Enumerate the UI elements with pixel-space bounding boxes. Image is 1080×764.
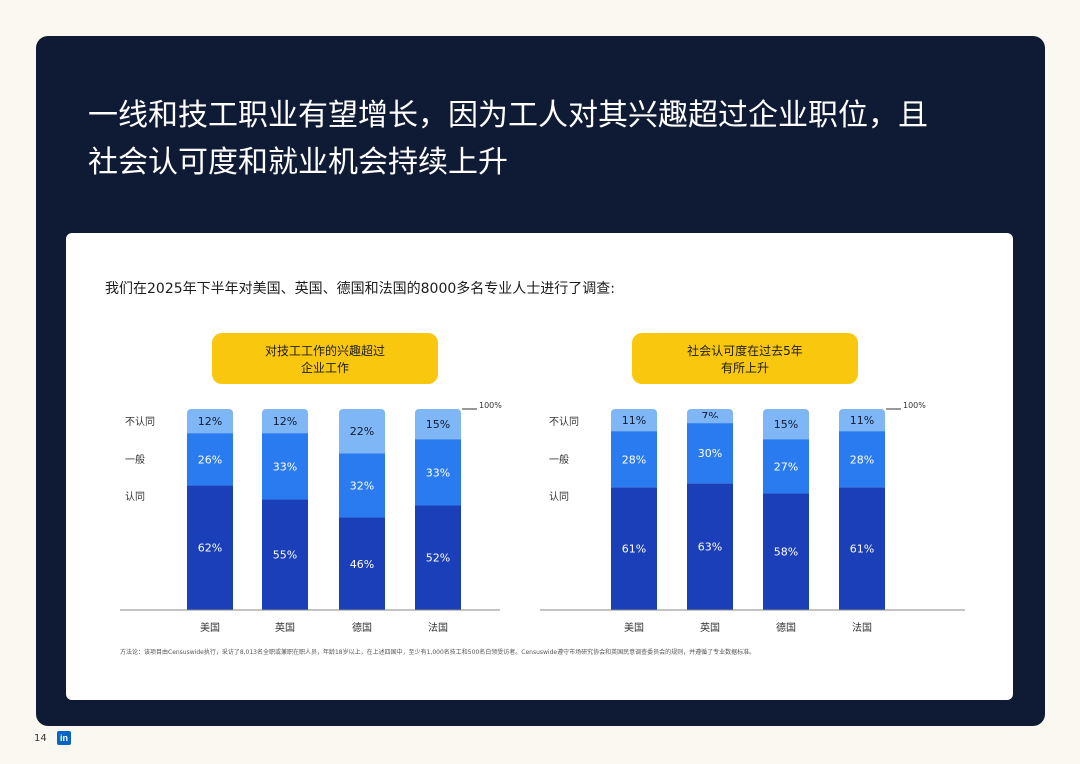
bar-segment-认同	[187, 485, 233, 610]
x-tick-label: 德国	[776, 621, 796, 634]
bar-segment-认同	[262, 499, 308, 610]
data-label: 33%	[426, 466, 450, 479]
methodology-note: 方法论：该项目由Censuswide执行，采访了8,013名全职或兼职在职人员，…	[120, 649, 756, 656]
chart-title-line: 企业工作	[301, 360, 349, 375]
bar-corner-fill	[611, 426, 657, 432]
bar-segment-不认同	[611, 409, 657, 432]
chart-title-line: 有所上升	[721, 361, 769, 375]
data-label: 30%	[698, 447, 722, 460]
series-label-一般: 一般	[125, 453, 145, 466]
bar-corner-fill	[415, 434, 461, 440]
bar-corner-fill	[339, 448, 385, 454]
data-label: 32%	[350, 479, 374, 492]
data-label: 12%	[273, 415, 297, 428]
bar-segment-一般	[687, 423, 733, 484]
data-label: 26%	[198, 453, 222, 466]
bar-segment-一般	[763, 439, 809, 494]
data-label: 28%	[622, 453, 646, 466]
bar-segment-不认同	[415, 409, 461, 440]
x-tick-label: 法国	[428, 621, 448, 634]
bar-segment-认同	[415, 505, 461, 610]
series-label-认同: 认同	[549, 490, 569, 503]
page-headline: 一线和技工职业有望增长，因为工人对其兴趣超过企业职位，且 社会认可度和就业机会持…	[88, 92, 968, 186]
data-label: 12%	[198, 415, 222, 428]
bar-segment-一般	[262, 433, 308, 500]
data-label: 58%	[774, 546, 798, 559]
data-label: 11%	[622, 414, 646, 427]
bar-segment-一般	[187, 433, 233, 486]
bar-segment-不认同	[262, 409, 308, 434]
x-tick-label: 德国	[352, 621, 372, 634]
data-label: 61%	[850, 543, 874, 556]
bar-corner-fill	[187, 428, 233, 434]
data-label: 52%	[426, 552, 450, 565]
bar-segment-一般	[415, 439, 461, 506]
data-label: 55%	[273, 549, 297, 562]
x-tick-label: 法国	[852, 621, 872, 634]
bar-corner-fill	[839, 426, 885, 432]
chart-title-line: 社会认可度在过去5年	[687, 343, 803, 358]
data-label: 11%	[850, 414, 874, 427]
chart-title-line: 对技工工作的兴趣超过	[265, 343, 385, 358]
data-label: 63%	[698, 541, 722, 554]
data-label: 22%	[350, 425, 374, 438]
bar-segment-认同	[611, 487, 657, 610]
chart-title-badge	[632, 333, 858, 384]
bar-segment-不认同	[763, 409, 809, 440]
linkedin-icon: in	[57, 731, 71, 745]
bar-segment-认同	[687, 483, 733, 610]
series-label-不认同: 不认同	[549, 415, 579, 428]
max-marker-label: 100%	[479, 401, 502, 410]
data-label: 15%	[426, 418, 450, 431]
series-label-认同: 认同	[125, 490, 145, 503]
data-label: 33%	[273, 460, 297, 473]
bar-segment-一般	[611, 431, 657, 488]
bar-segment-一般	[839, 431, 885, 488]
page-number: 14	[34, 733, 47, 744]
headline-line-2: 社会认可度和就业机会持续上升	[88, 145, 508, 180]
bar-corner-fill	[763, 434, 809, 440]
data-label: 62%	[198, 542, 222, 555]
data-label: 27%	[774, 460, 798, 473]
series-label-不认同: 不认同	[125, 415, 155, 428]
bar-segment-不认同	[339, 409, 385, 454]
bar-segment-认同	[839, 487, 885, 610]
bar-segment-一般	[339, 453, 385, 518]
bar-segment-不认同	[187, 409, 233, 434]
headline-line-1: 一线和技工职业有望增长，因为工人对其兴趣超过企业职位，且	[88, 98, 928, 133]
x-tick-label: 美国	[624, 621, 644, 634]
bar-segment-认同	[763, 493, 809, 610]
data-label: 28%	[850, 453, 874, 466]
bar-segment-不认同	[839, 409, 885, 432]
series-label-一般: 一般	[549, 453, 569, 466]
chart-title-badge	[212, 333, 438, 384]
x-tick-label: 英国	[275, 621, 295, 634]
bar-segment-认同	[339, 517, 385, 610]
max-marker-label: 100%	[903, 401, 926, 410]
bar-corner-fill	[262, 428, 308, 434]
x-tick-label: 美国	[200, 621, 220, 634]
data-label: 61%	[622, 543, 646, 556]
data-label: 15%	[774, 418, 798, 431]
survey-intro: 我们在2025年下半年对美国、英国、德国和法国的8000多名专业人士进行了调查:	[105, 281, 615, 297]
x-tick-label: 英国	[700, 621, 720, 634]
bar-corner-fill	[687, 418, 733, 424]
data-label: 46%	[350, 558, 374, 571]
